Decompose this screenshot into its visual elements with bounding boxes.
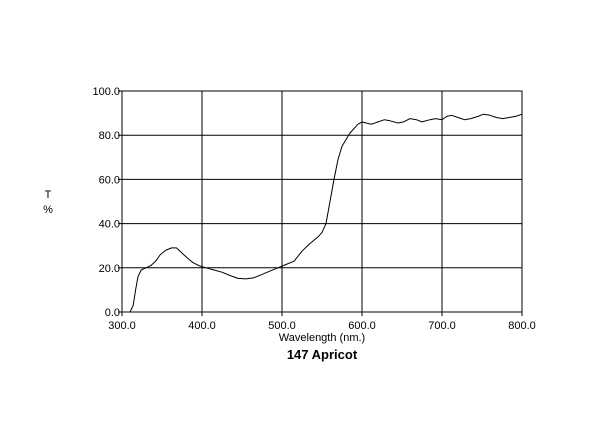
series-group — [129, 113, 523, 313]
y-tick-label: 40.0 — [99, 219, 120, 231]
x-tick-label: 800.0 — [508, 320, 536, 332]
axis-ticks: 300.0 400.0 500.0 600.0 700.0 800.0 0.0 20.0 40.… — [92, 86, 535, 332]
plot-area — [122, 91, 522, 312]
x-axis-label: Wavelength (nm.) — [279, 332, 365, 344]
x-tick-label: 300.0 — [108, 320, 136, 332]
y-tick-label: 100.0 — [92, 86, 120, 98]
y-tick-label: 20.0 — [99, 263, 120, 275]
grid-lines — [122, 91, 522, 312]
y-axis-label-percent: % — [43, 204, 53, 216]
chart-title: 147 Apricot — [287, 347, 358, 362]
x-tick-label: 600.0 — [348, 320, 376, 332]
series-line-0 — [129, 113, 523, 313]
x-tick-label: 500.0 — [268, 320, 296, 332]
y-tick-label: 80.0 — [99, 130, 120, 142]
plot-frame — [121, 90, 523, 313]
y-tick-label: 0.0 — [105, 307, 120, 319]
y-tick-label: 60.0 — [99, 174, 120, 186]
y-axis-label-t: T — [45, 189, 52, 201]
x-tick-label: 700.0 — [428, 320, 456, 332]
x-tick-label: 400.0 — [188, 320, 216, 332]
